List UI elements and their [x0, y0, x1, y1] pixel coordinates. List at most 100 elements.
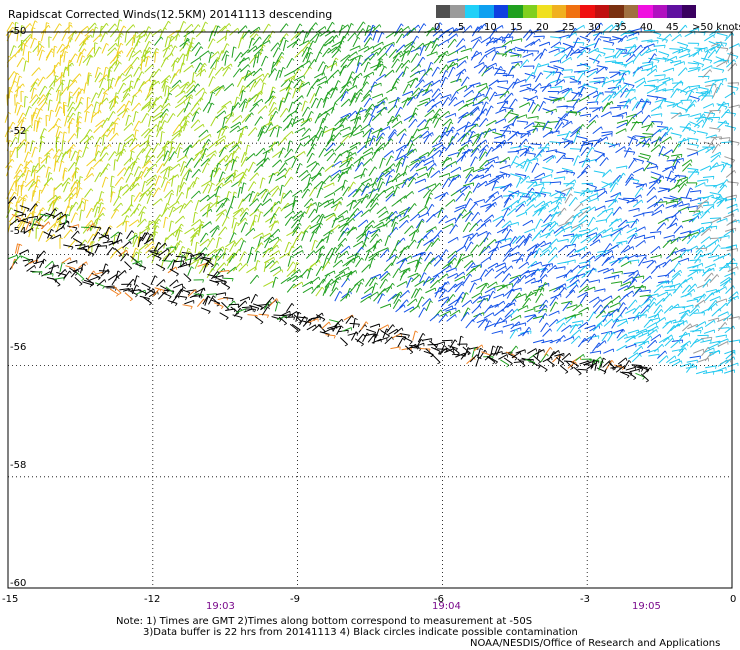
wind-barb	[512, 161, 523, 167]
wind-barb-flag	[506, 80, 509, 84]
wind-barb	[307, 134, 316, 143]
wind-barb	[542, 120, 549, 131]
wind-barb-flag	[418, 261, 422, 265]
wind-barb	[561, 225, 572, 232]
wind-barb-flag	[442, 144, 444, 148]
wind-barb	[461, 299, 472, 308]
wind-barb	[253, 73, 264, 81]
wind-barb-flag	[50, 109, 54, 112]
wind-barb	[123, 138, 133, 146]
wind-barb-flag	[414, 203, 417, 207]
wind-barb-flag	[496, 180, 499, 183]
wind-barb	[383, 218, 393, 227]
wind-barb	[101, 92, 106, 104]
wind-barb-flag	[244, 173, 247, 177]
wind-barb-flag	[159, 214, 163, 218]
wind-barb	[534, 72, 542, 83]
wind-barb-flag	[167, 207, 170, 211]
wind-barb	[282, 190, 292, 199]
wind-barb	[120, 145, 125, 156]
wind-barb-flag	[488, 245, 491, 249]
wind-barb	[62, 66, 67, 78]
wind-barb	[191, 219, 201, 227]
wind-barb-flag	[555, 247, 558, 251]
wind-barb-flag	[9, 86, 13, 89]
wind-barb-flag	[429, 298, 432, 302]
wind-barb	[510, 314, 521, 322]
wind-barb	[504, 109, 513, 119]
wind-barb-flag	[205, 247, 208, 251]
wind-barb	[477, 85, 488, 94]
wind-barb-flag	[439, 79, 442, 84]
wind-barb	[93, 42, 96, 54]
wind-barb-flag	[128, 93, 131, 97]
wind-barb-flag	[393, 163, 396, 167]
wind-barb-flag	[156, 124, 159, 128]
wind-barb	[338, 24, 343, 36]
wind-barb-flag	[311, 27, 315, 31]
wind-barb	[6, 21, 13, 32]
wind-barb-flag	[38, 157, 43, 159]
wind-barb	[349, 45, 360, 51]
wind-barb	[384, 69, 394, 78]
wind-barb	[294, 75, 305, 82]
wind-barb-flag	[397, 96, 401, 100]
wind-barb	[385, 175, 391, 186]
wind-barb	[565, 214, 574, 224]
wind-barb-flag	[369, 250, 373, 253]
wind-barb	[501, 33, 509, 43]
wind-barb-flag	[543, 200, 546, 204]
wind-barb-flag	[191, 65, 194, 69]
wind-barb	[353, 88, 362, 98]
wind-barb-flag	[121, 176, 124, 180]
wind-barb-flag	[15, 136, 18, 140]
wind-barb	[272, 276, 277, 288]
wind-barb	[247, 181, 255, 192]
wind-barb	[254, 116, 262, 126]
wind-barb-flag	[401, 33, 405, 37]
wind-barb	[398, 247, 406, 258]
wind-barb-flag	[508, 174, 511, 178]
wind-barb-flag	[485, 269, 489, 272]
wind-barb	[229, 241, 236, 253]
wind-barb-flag	[62, 140, 66, 143]
wind-barb-flag	[149, 134, 153, 137]
wind-barb-flag	[212, 91, 216, 95]
wind-barb-flag	[334, 214, 337, 218]
wind-barb-flag	[523, 50, 526, 54]
wind-barb-flag	[504, 139, 507, 144]
wind-barb-flag	[233, 195, 237, 199]
wind-barb	[76, 121, 80, 133]
wind-barb-flag	[238, 146, 242, 150]
wind-barb	[291, 189, 302, 197]
wind-barb-flag	[543, 100, 546, 104]
wind-barb-flag	[188, 250, 192, 254]
wind-barb	[306, 27, 313, 38]
wind-barb	[162, 47, 169, 58]
wind-barb	[465, 267, 475, 277]
wind-barb	[499, 90, 509, 99]
wind-barb	[177, 95, 186, 104]
wind-barb-flag	[377, 252, 380, 256]
wind-barb-flag	[87, 35, 91, 38]
wind-barb-flag	[485, 151, 488, 155]
wind-barb	[244, 112, 253, 122]
wind-barb	[190, 119, 199, 129]
wind-barb	[477, 180, 487, 189]
wind-barb-flag	[401, 51, 403, 55]
wind-barb	[553, 46, 565, 50]
wind-barb-flag	[361, 162, 364, 166]
wind-barb	[29, 81, 36, 92]
wind-barb	[499, 164, 511, 170]
wind-barb	[407, 135, 413, 147]
wind-barb	[494, 308, 504, 317]
wind-barb-flag	[167, 150, 171, 153]
wind-barb-flag	[327, 261, 331, 265]
wind-barb	[326, 152, 335, 162]
wind-barb	[221, 100, 231, 108]
wind-barb	[548, 222, 558, 231]
wind-barb	[524, 145, 531, 157]
wind-barb	[23, 36, 32, 46]
wind-barb-flag	[436, 44, 440, 47]
wind-barb	[252, 232, 263, 239]
